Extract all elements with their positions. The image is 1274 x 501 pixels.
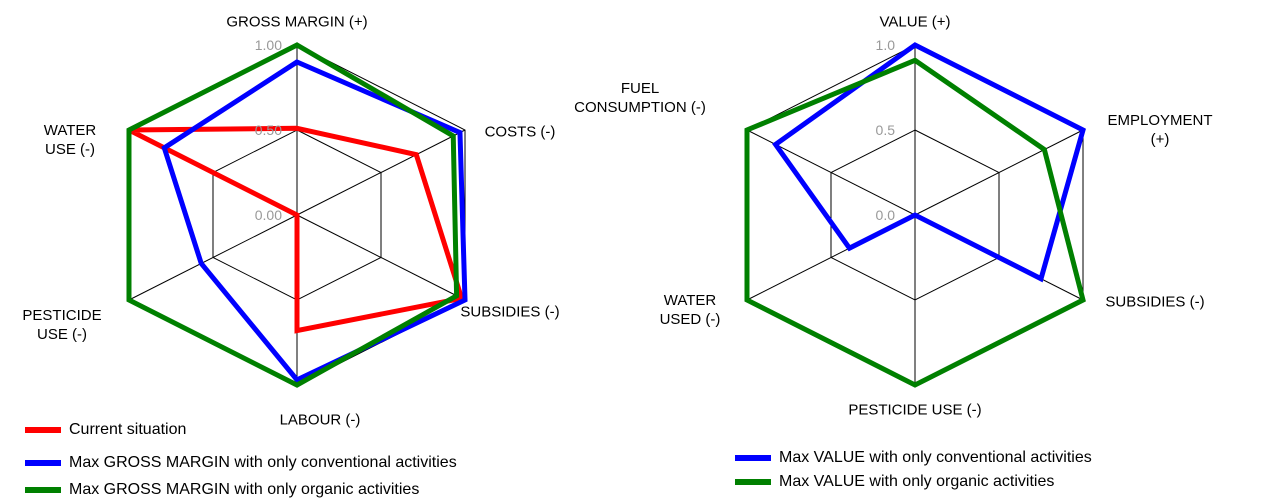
- tick-label: 1.00: [254, 37, 282, 53]
- series-line: [126, 42, 460, 388]
- legend-label: Current situation: [69, 421, 187, 438]
- axis-label: GROSS MARGIN (+): [226, 13, 368, 31]
- axis-label: COSTS (-): [484, 123, 556, 141]
- legend-label: Max VALUE with only conventional activit…: [779, 449, 1092, 466]
- axis-label: VALUE (+): [879, 13, 951, 31]
- legend-label: Max GROSS MARGIN with only organic activ…: [69, 481, 420, 498]
- axis-label: LABOUR (-): [279, 411, 361, 429]
- axis-label: SUBSIDIES (-): [460, 303, 560, 321]
- legend-label: Max GROSS MARGIN with only conventional …: [69, 454, 457, 471]
- axis-label: PESTICIDE USE (-): [848, 401, 982, 419]
- axis-label: FUEL CONSUMPTION (-): [574, 80, 706, 116]
- tick-label: 0.0: [875, 207, 895, 223]
- axis-label: PESTICIDE USE (-): [22, 307, 102, 343]
- axis-label: WATER USE (-): [43, 122, 97, 158]
- tick-label: 0.50: [254, 122, 282, 138]
- series-line: [772, 42, 1086, 283]
- series-line: [127, 125, 465, 334]
- tick-label: 0.5: [875, 122, 895, 138]
- legend-label: Max VALUE with only organic activities: [779, 473, 1055, 490]
- axis-label: EMPLOYMENT (+): [1107, 112, 1213, 148]
- axis-label: WATER USED (-): [659, 292, 721, 328]
- axis-label: SUBSIDIES (-): [1105, 293, 1205, 311]
- series-line: [161, 59, 468, 383]
- tick-label: 1.0: [875, 37, 895, 53]
- tick-label: 0.00: [254, 207, 282, 223]
- series-line: [744, 57, 1086, 388]
- grid-ring: [830, 129, 1000, 301]
